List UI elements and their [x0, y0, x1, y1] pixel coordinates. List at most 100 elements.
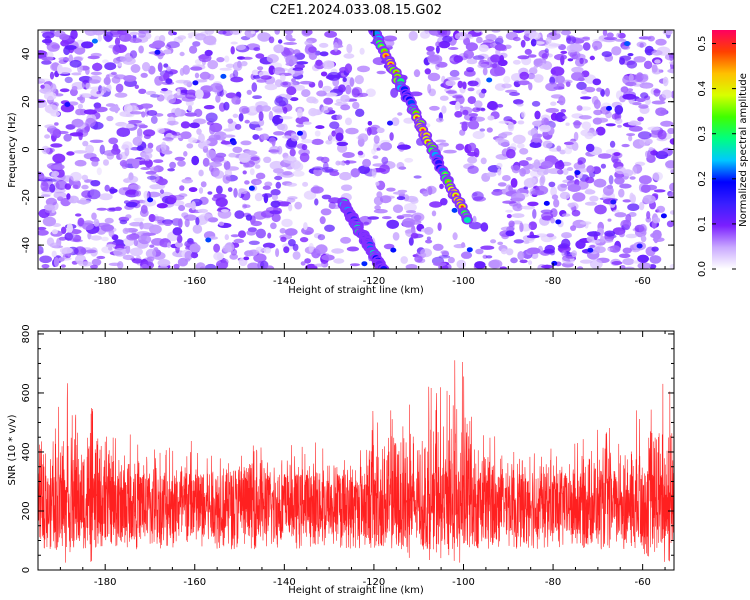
heatmap-cell [42, 216, 57, 227]
heatmap-cell [179, 51, 185, 57]
heatmap-cell [512, 134, 526, 144]
heatmap-cell [467, 87, 475, 92]
heatmap-cell [404, 157, 414, 163]
heatmap-cell [553, 198, 560, 208]
heatmap-cell [315, 244, 328, 254]
x-tick-label: -80 [545, 577, 561, 588]
heatmap-cell [609, 245, 621, 253]
heatmap-cell [253, 211, 267, 220]
heatmap-cell [108, 229, 115, 237]
heatmap-cell [510, 178, 518, 188]
heatmap-y-ticks: -40 -20 0 20 40 [21, 29, 674, 270]
heatmap-cell [526, 247, 541, 255]
heatmap-cell [218, 221, 225, 226]
heatmap-cell [512, 59, 521, 65]
heatmap-cell [354, 75, 364, 85]
heatmap-cell [207, 191, 213, 195]
heatmap-cell [124, 147, 130, 157]
heatmap-cell [383, 243, 395, 250]
heatmap-cell [441, 105, 447, 114]
heatmap-cell [655, 107, 667, 116]
heatmap-cell [655, 151, 669, 159]
y-tick-label: 40 [21, 48, 32, 61]
heatmap-cell [605, 123, 616, 127]
heatmap-cell [172, 131, 181, 136]
heatmap-cell [103, 159, 109, 166]
heatmap-cell [83, 109, 98, 115]
heatmap-cell [277, 201, 292, 207]
heatmap-cell [126, 105, 139, 113]
heatmap-cell [142, 61, 151, 72]
heatmap-cell [314, 130, 321, 137]
heatmap-cell [587, 231, 601, 237]
heatmap-cell [543, 118, 549, 126]
heatmap-cell [506, 214, 512, 219]
heatmap-cell [512, 30, 525, 34]
heatmap-cell [323, 92, 338, 97]
figure-title: C2E1.2024.033.08.15.G02 [270, 3, 442, 18]
heatmap-cell [555, 219, 562, 225]
heatmap-cell [607, 218, 612, 222]
heatmap-cell [143, 190, 150, 200]
heatmap-cell [301, 139, 313, 144]
heatmap-cell [357, 92, 369, 97]
heatmap-cell [119, 219, 128, 225]
heatmap-cell [176, 234, 183, 244]
colorbar-ticks: 0.0 0.1 0.2 0.3 0.4 0.5 [697, 36, 736, 277]
heatmap-cell [559, 191, 571, 200]
heatmap-cell [272, 67, 286, 76]
heatmap-cell [329, 171, 340, 177]
heatmap-cell [91, 38, 98, 44]
x-tick-label: -140 [273, 276, 296, 287]
heatmap-cell [255, 228, 266, 239]
heatmap-cell [223, 134, 236, 138]
heatmap-cell [51, 229, 58, 235]
snr-y-label: SNR (10 * v/v) [7, 414, 18, 485]
heatmap-cell [540, 209, 553, 214]
heatmap-cell [269, 160, 284, 170]
heatmap-cell [386, 187, 396, 192]
heatmap-cell [172, 227, 183, 236]
heatmap-cell [408, 31, 418, 41]
heatmap-cell [435, 45, 440, 54]
heatmap-cell [314, 198, 319, 206]
heatmap-cell [194, 33, 207, 41]
heatmap-cell [505, 230, 515, 237]
heatmap-cell [571, 250, 577, 258]
heatmap-cell [409, 197, 419, 204]
heatmap-cell [104, 184, 110, 192]
heatmap-cell [257, 66, 264, 71]
heatmap-cell [255, 104, 264, 113]
heatmap-cell [138, 234, 152, 245]
heatmap-cell [526, 234, 540, 239]
colorbar: 0.0 0.1 0.2 0.3 0.4 0.5 Normalized spectral a… [697, 30, 749, 277]
heatmap-cell [270, 200, 281, 208]
heatmap-cell [505, 209, 513, 213]
heatmap-cell [198, 133, 205, 143]
heatmap-cell [72, 184, 79, 189]
heatmap-cell [627, 121, 642, 126]
heatmap-cell [192, 41, 201, 47]
heatmap-cell [204, 49, 213, 57]
heatmap-cell [338, 84, 346, 93]
heatmap-cell [567, 167, 574, 171]
heatmap-cell [362, 158, 371, 168]
heatmap-cell [619, 265, 626, 269]
heatmap-cell [113, 57, 121, 64]
y-tick-label: 200 [21, 501, 32, 520]
heatmap-cell [101, 236, 109, 242]
heatmap-cell [340, 94, 350, 103]
heatmap-cell [648, 147, 654, 152]
heatmap-cell [44, 134, 51, 139]
heatmap-cell [651, 68, 662, 75]
y-tick-label: 0 [21, 567, 32, 573]
heatmap-cell [49, 183, 56, 193]
heatmap-cell [227, 118, 234, 124]
heatmap-cell [91, 160, 99, 167]
heatmap-cell [64, 45, 77, 50]
heatmap-cell [551, 194, 559, 200]
heatmap-cell [166, 242, 171, 249]
heatmap-cell [528, 67, 538, 75]
heatmap-cell [342, 152, 355, 158]
heatmap-cell [253, 253, 267, 263]
